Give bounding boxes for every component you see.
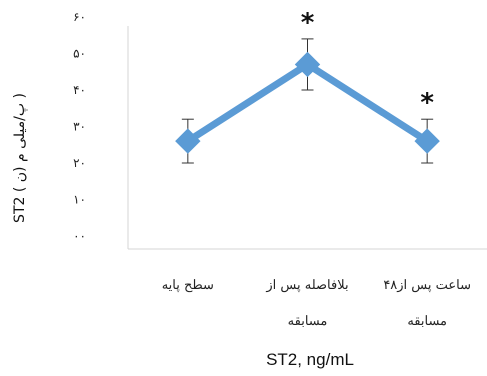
- x-axis-label: ST2, ng/mL: [266, 350, 354, 369]
- y-tick-label: ۴٠: [73, 83, 86, 97]
- data-point: [294, 51, 321, 78]
- axes: [127, 26, 487, 250]
- x-tick-label: سطح پایه: [162, 278, 214, 293]
- significance-marker: *: [301, 8, 315, 38]
- data-point: [414, 128, 440, 154]
- y-tick-label: ٢٠: [73, 156, 86, 170]
- x-tick-label: ۴۸ساعت پس از: [383, 278, 471, 293]
- y-tick-label: ٣٠: [73, 120, 86, 134]
- data-point: [175, 128, 201, 154]
- y-axis-label: ST2 ( ن) پ/میلی م ): [12, 93, 28, 223]
- x-tick-label: بلافاصله پس از: [265, 278, 348, 293]
- y-tick-label: ۵٠: [73, 47, 86, 61]
- y-tick-label: ١٠: [73, 193, 86, 207]
- x-tick-labels: سطح پایه بلافاصله پس از مسابقه ۴۸ساعت پس از…: [162, 278, 471, 329]
- x-tick-label: مسابقه: [288, 314, 328, 329]
- series-layer: [175, 38, 440, 164]
- x-tick-label: مسابقه: [407, 314, 447, 329]
- significance-marker: *: [420, 88, 434, 118]
- y-tick-label: ۶٠: [73, 10, 86, 24]
- y-tick-label: ٠٠: [73, 229, 86, 243]
- significance-layer: **: [301, 8, 435, 118]
- y-tick-labels: ٠٠ ١٠ ٢٠ ٣٠ ۴٠ ۵٠ ۶٠: [73, 10, 86, 243]
